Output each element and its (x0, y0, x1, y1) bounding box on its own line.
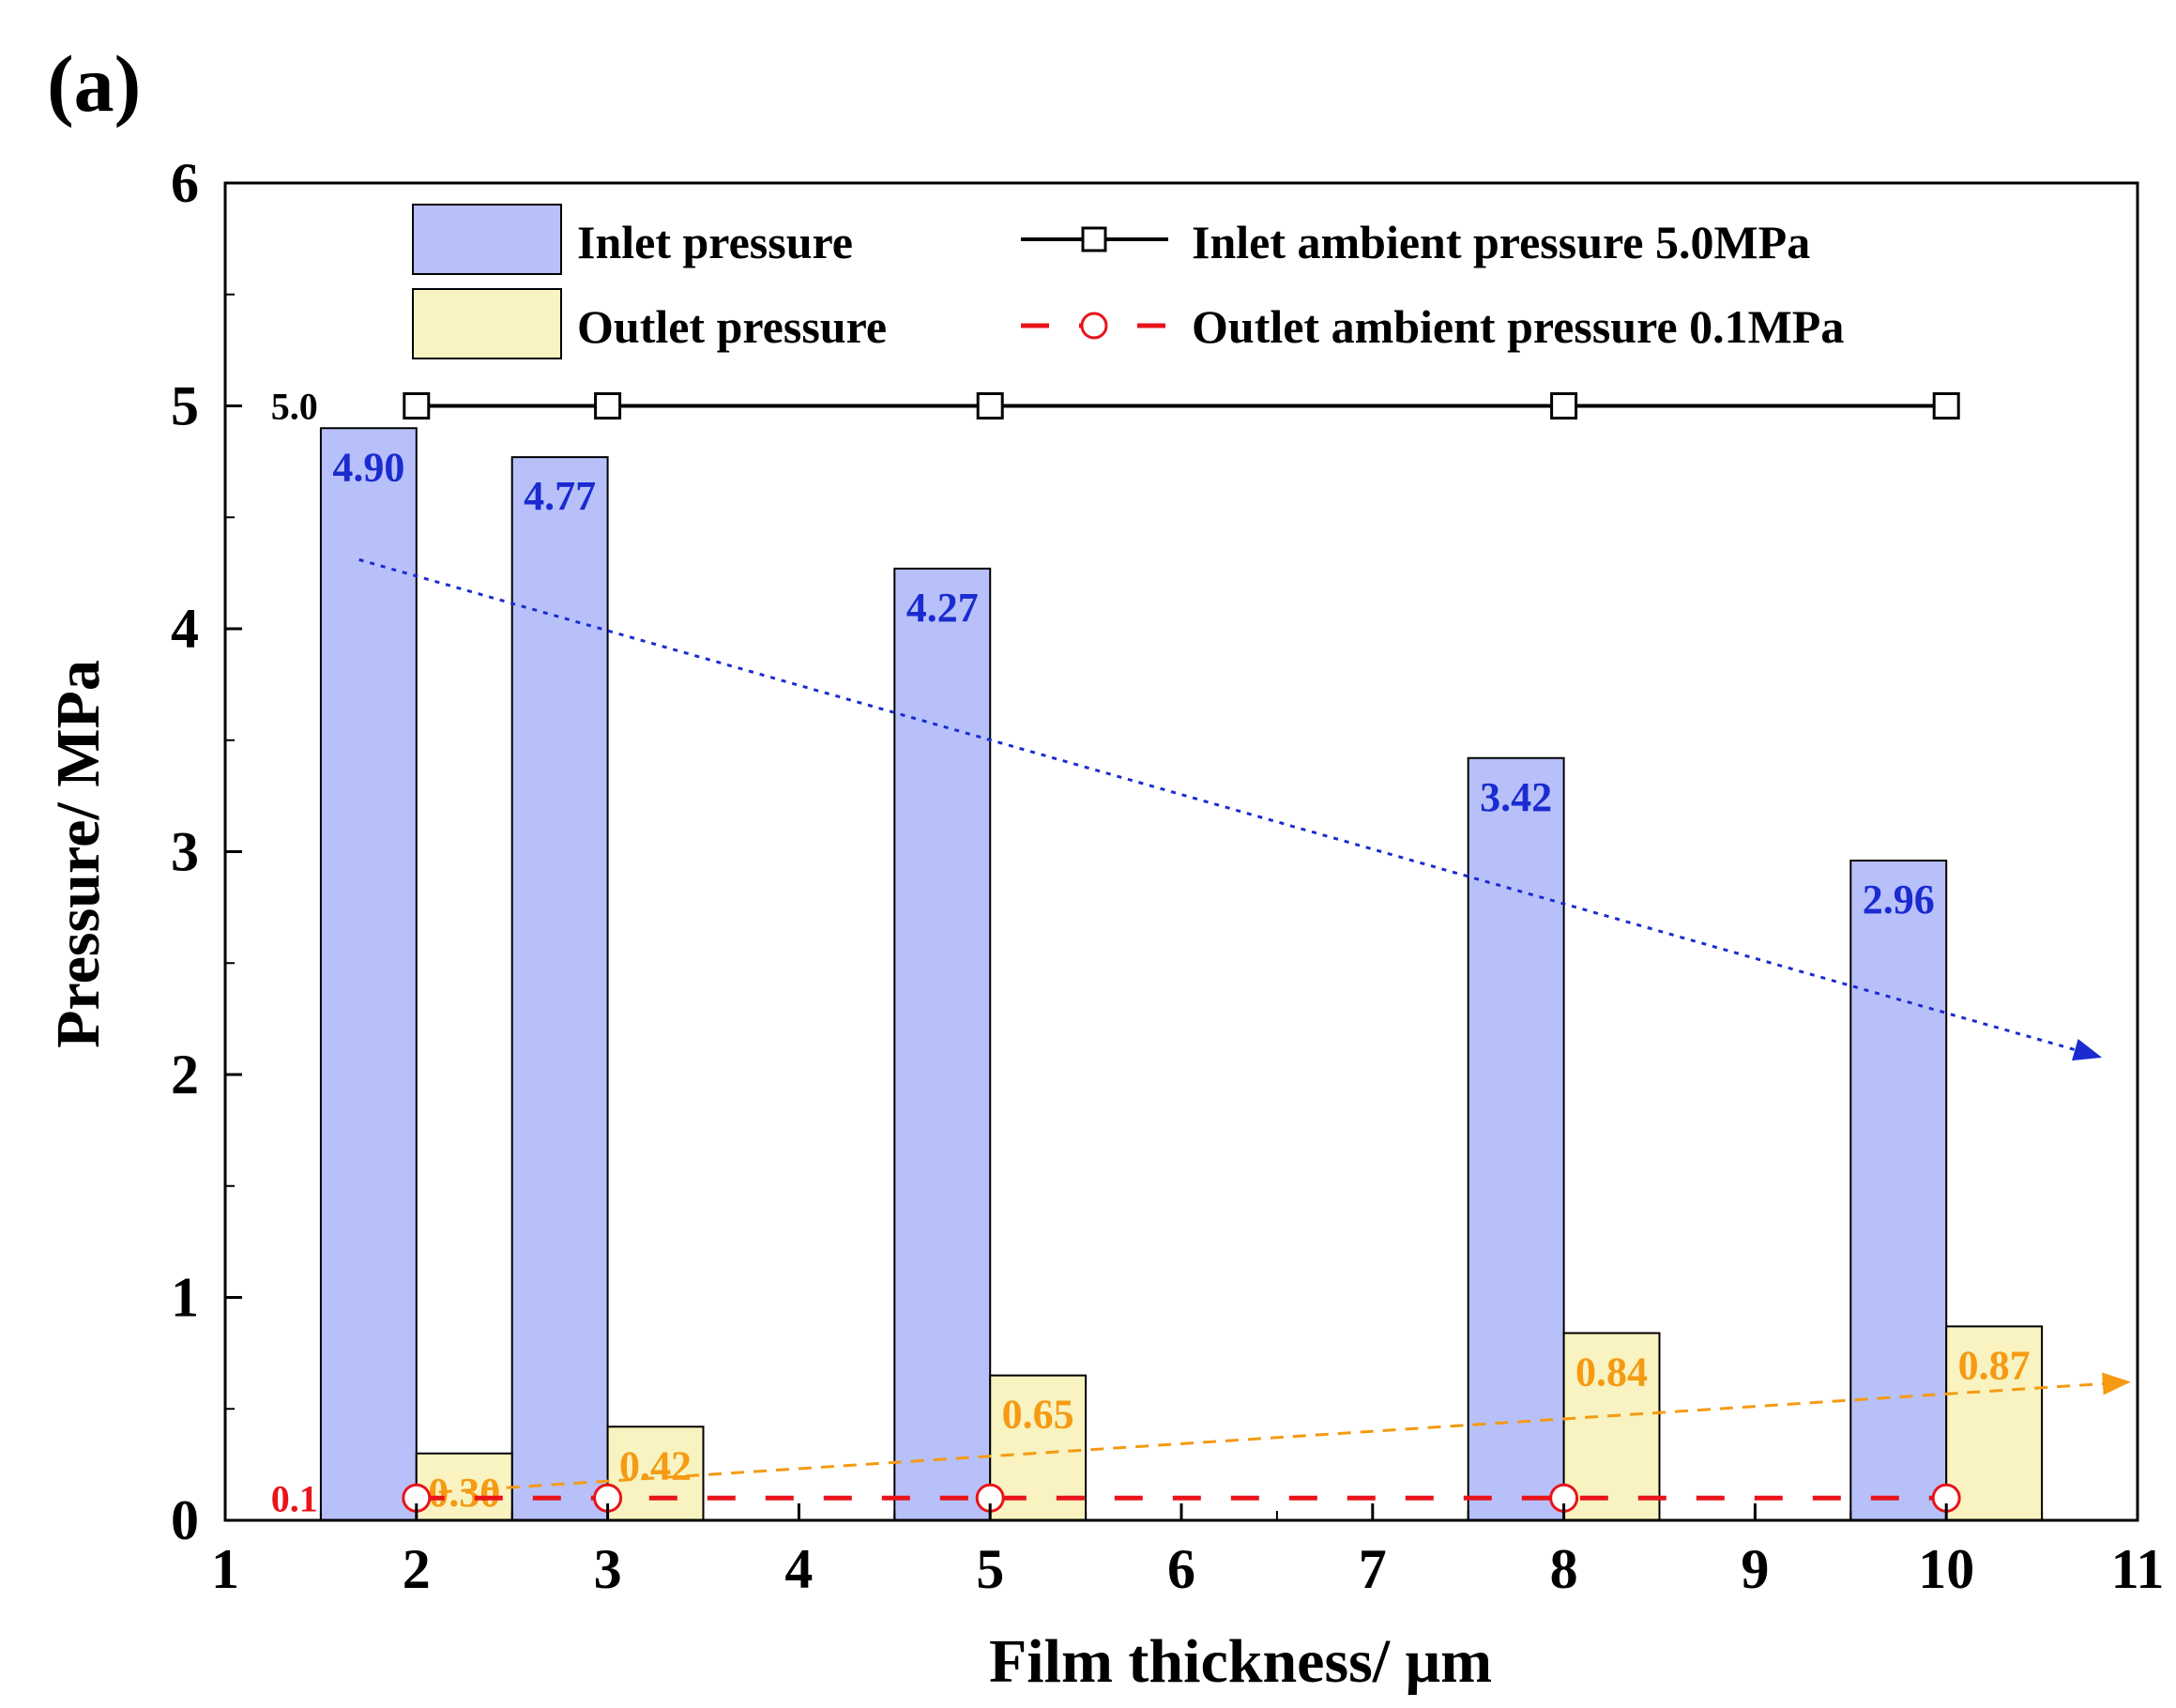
outlet-value-label-8: 0.84 (1575, 1350, 1648, 1395)
reference-label-5.0: 5.0 (271, 386, 318, 428)
inlet-value-label-5: 4.27 (906, 585, 979, 631)
y-tick-label-3: 3 (171, 821, 199, 883)
reference-label-0.1: 0.1 (271, 1477, 318, 1519)
inlet-value-label-2: 4.90 (332, 444, 404, 490)
x-axis-title: Film thickness/ μm (989, 1627, 1492, 1696)
inlet-bar-10 (1849, 860, 1948, 1521)
inlet-value-label-10: 2.96 (1863, 877, 1935, 923)
legend: Inlet pressure Outlet pressure Inlet amb… (412, 204, 1844, 359)
outlet-value-label-10: 0.87 (1958, 1342, 2031, 1388)
inlet-ambient-marker-8 (1550, 392, 1578, 419)
legend-swatch-inlet (412, 204, 562, 275)
inlet-bar-8 (1467, 756, 1565, 1521)
x-tick-label-4: 4 (784, 1538, 813, 1600)
legend-marker-outlet-ambient (1080, 312, 1108, 340)
y-tick-label-0: 0 (171, 1489, 199, 1551)
y-axis-title: Pressure/ MPa (44, 660, 113, 1048)
inlet-ambient-marker-3 (594, 392, 622, 419)
inlet-value-label-8: 3.42 (1480, 774, 1552, 820)
x-tick-label-7: 7 (1359, 1538, 1387, 1600)
y-tick-label-5: 5 (171, 375, 199, 437)
inlet-ambient-marker-10 (1932, 392, 1960, 419)
x-tick-label-11: 11 (2111, 1538, 2165, 1600)
outlet-trend-arrow (416, 1372, 2131, 1495)
inlet-bar-3 (510, 456, 609, 1521)
y-tick-label-2: 2 (171, 1044, 199, 1106)
outlet-value-label-5: 0.65 (1002, 1392, 1074, 1438)
inlet-trend-arrow (358, 557, 2103, 1061)
x-tick-label-6: 6 (1167, 1538, 1195, 1600)
inlet-ambient-marker-2 (403, 392, 431, 419)
outlet-bar-3 (606, 1426, 705, 1521)
x-tick-label-5: 5 (976, 1538, 1004, 1600)
inlet-ambient-marker-5 (976, 392, 1004, 419)
legend-label-inlet-ambient: Inlet ambient pressure 5.0MPa (1192, 216, 1810, 268)
legend-label-inlet: Inlet pressure (577, 216, 853, 268)
x-tick-label-10: 10 (1918, 1538, 1974, 1600)
y-tick-label-4: 4 (171, 598, 199, 660)
x-tick-label-1: 1 (211, 1538, 239, 1600)
y-tick-label-6: 6 (171, 152, 199, 214)
outlet-value-label-3: 0.42 (619, 1442, 692, 1488)
legend-label-outlet-ambient: Outlet ambient pressure 0.1MPa (1192, 300, 1844, 353)
x-tick-label-8: 8 (1550, 1538, 1578, 1600)
inlet-bar-5 (893, 567, 992, 1521)
x-tick-label-2: 2 (403, 1538, 431, 1600)
x-tick-label-3: 3 (594, 1538, 622, 1600)
legend-label-outlet: Outlet pressure (577, 300, 887, 353)
inlet-bar-2 (319, 427, 418, 1521)
panel-label: (a) (47, 38, 141, 129)
outlet-bar-8 (1562, 1332, 1661, 1521)
y-tick-label-1: 1 (171, 1267, 199, 1329)
legend-marker-inlet-ambient (1081, 226, 1107, 252)
legend-swatch-outlet (412, 288, 562, 359)
x-tick-label-9: 9 (1741, 1538, 1769, 1600)
inlet-value-label-3: 4.77 (524, 473, 596, 519)
